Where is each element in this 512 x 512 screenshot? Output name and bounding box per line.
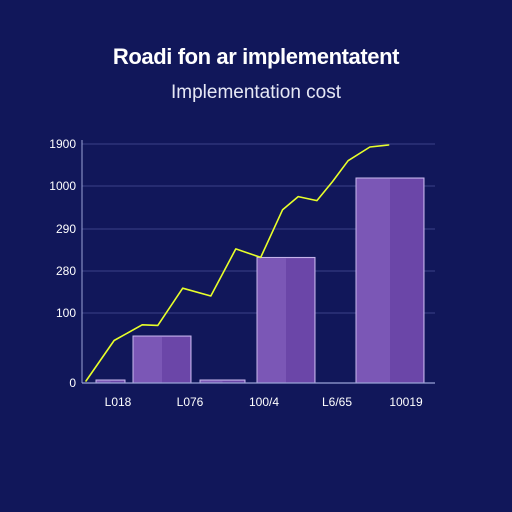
bar-shade xyxy=(390,179,423,383)
bar xyxy=(355,177,425,384)
y-tick-label: 0 xyxy=(69,376,76,390)
bar xyxy=(132,335,192,384)
line-layer xyxy=(85,144,390,382)
bar-shade xyxy=(162,337,190,383)
x-tick-label: 10019 xyxy=(389,395,423,409)
y-tick-label: 1900 xyxy=(49,137,76,151)
chart-subtitle: Implementation cost xyxy=(170,82,342,103)
bar-shade xyxy=(110,381,124,383)
x-tick-label: L6/65 xyxy=(322,395,352,409)
bar-shade xyxy=(286,258,314,383)
chart-title: Roadi fon ar implementatent xyxy=(112,44,400,69)
bars-layer xyxy=(95,177,425,384)
x-tick-label: L018 xyxy=(105,395,132,409)
bar xyxy=(256,256,316,384)
y-tick-label: 290 xyxy=(56,222,76,236)
bar-shade xyxy=(222,381,244,383)
y-tick-label: 1000 xyxy=(49,179,76,193)
labels-layer: 0 100 280 290 1000 1900 L018 L076 100/4 L6/65 1001… xyxy=(49,137,423,409)
y-tick-label: 100 xyxy=(56,306,76,320)
line-series xyxy=(85,144,390,382)
axis-layer xyxy=(81,140,435,384)
x-tick-label: L076 xyxy=(177,395,204,409)
y-tick-label: 280 xyxy=(56,264,76,278)
x-tick-label: 100/4 xyxy=(249,395,279,409)
